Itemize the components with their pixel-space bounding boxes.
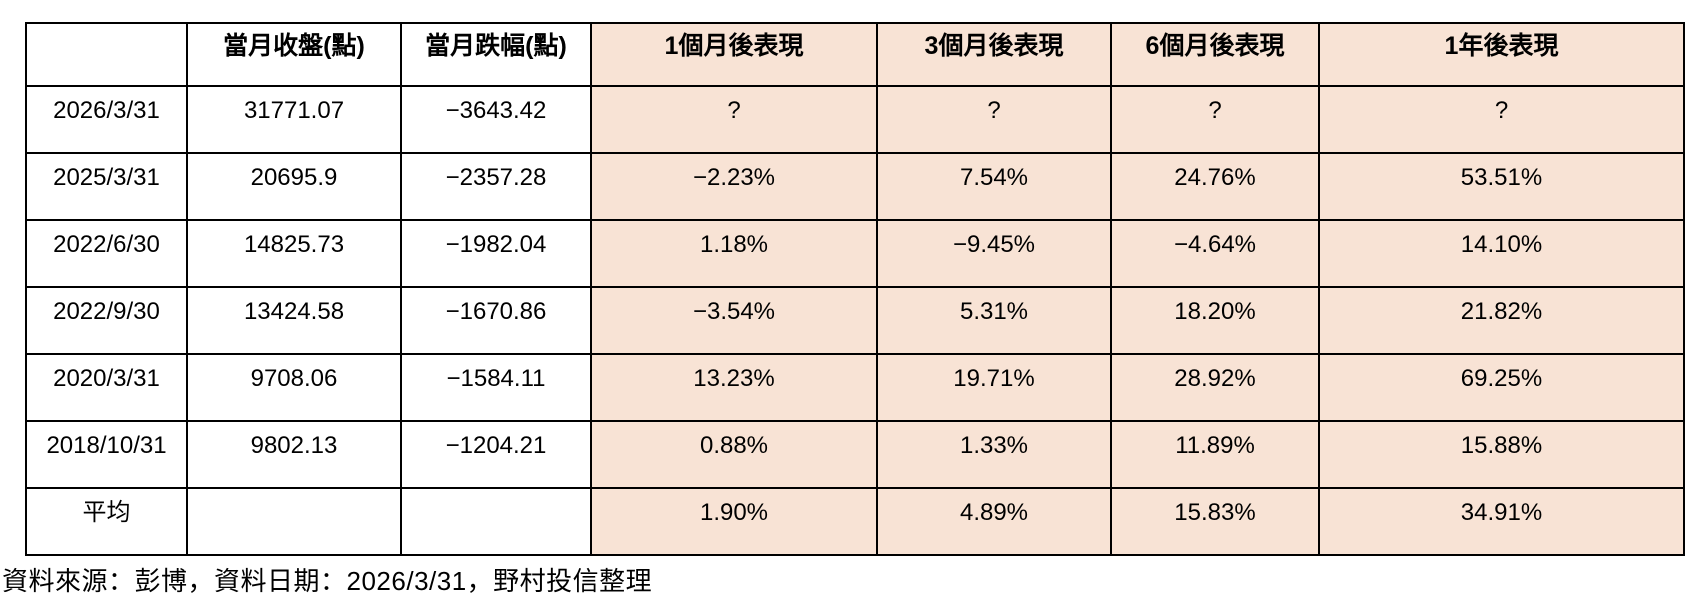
close-cell: 9802.13 — [186, 420, 402, 489]
perf-3m-cell: 4.89% — [876, 487, 1112, 556]
column-header-month-drop: 當月跌幅(點) — [400, 22, 592, 87]
column-header-date — [25, 22, 188, 87]
table-row: 2025/3/31 20695.9 −2357.28 −2.23% 7.54% … — [25, 152, 1685, 221]
perf-3m-cell: ? — [876, 85, 1112, 154]
drop-cell: −1982.04 — [400, 219, 592, 288]
perf-3m-cell: −9.45% — [876, 219, 1112, 288]
close-cell: 13424.58 — [186, 286, 402, 355]
close-cell: 9708.06 — [186, 353, 402, 422]
perf-3m-cell: 19.71% — [876, 353, 1112, 422]
average-row: 平均 1.90% 4.89% 15.83% 34.91% — [25, 487, 1685, 556]
perf-1y-cell: 21.82% — [1318, 286, 1685, 355]
perf-3m-cell: 5.31% — [876, 286, 1112, 355]
perf-6m-cell: 15.83% — [1110, 487, 1320, 556]
perf-1y-cell: 15.88% — [1318, 420, 1685, 489]
perf-1m-cell: −2.23% — [590, 152, 878, 221]
close-cell: 14825.73 — [186, 219, 402, 288]
drop-cell: −2357.28 — [400, 152, 592, 221]
date-cell: 2018/10/31 — [25, 420, 188, 489]
date-cell: 2020/3/31 — [25, 353, 188, 422]
source-note: 資料來源：彭博，資料日期：2026/3/31，野村投信整理 — [2, 566, 653, 596]
close-cell — [186, 487, 402, 556]
header-row: 當月收盤(點) 當月跌幅(點) 1個月後表現 3個月後表現 6個月後表現 1年後… — [25, 22, 1685, 87]
perf-1m-cell: ? — [590, 85, 878, 154]
perf-3m-cell: 7.54% — [876, 152, 1112, 221]
column-header-1y-perf: 1年後表現 — [1318, 22, 1685, 87]
perf-1m-cell: 13.23% — [590, 353, 878, 422]
date-cell: 2026/3/31 — [25, 85, 188, 154]
perf-1m-cell: 0.88% — [590, 420, 878, 489]
perf-6m-cell: ? — [1110, 85, 1320, 154]
perf-1y-cell: ? — [1318, 85, 1685, 154]
drop-cell: −1584.11 — [400, 353, 592, 422]
column-header-1m-perf: 1個月後表現 — [590, 22, 878, 87]
column-header-month-close: 當月收盤(點) — [186, 22, 402, 87]
close-cell: 20695.9 — [186, 152, 402, 221]
perf-3m-cell: 1.33% — [876, 420, 1112, 489]
drop-cell: −1204.21 — [400, 420, 592, 489]
perf-1y-cell: 53.51% — [1318, 152, 1685, 221]
perf-1m-cell: 1.90% — [590, 487, 878, 556]
perf-1y-cell: 14.10% — [1318, 219, 1685, 288]
date-cell: 2025/3/31 — [25, 152, 188, 221]
table-row: 2026/3/31 31771.07 −3643.42 ? ? ? ? — [25, 85, 1685, 154]
perf-1y-cell: 34.91% — [1318, 487, 1685, 556]
date-cell: 2022/6/30 — [25, 219, 188, 288]
perf-6m-cell: 18.20% — [1110, 286, 1320, 355]
drop-cell: −1670.86 — [400, 286, 592, 355]
perf-1y-cell: 69.25% — [1318, 353, 1685, 422]
close-cell: 31771.07 — [186, 85, 402, 154]
perf-6m-cell: 28.92% — [1110, 353, 1320, 422]
table-row: 2022/6/30 14825.73 −1982.04 1.18% −9.45%… — [25, 219, 1685, 288]
column-header-6m-perf: 6個月後表現 — [1110, 22, 1320, 87]
table-row: 2018/10/31 9802.13 −1204.21 0.88% 1.33% … — [25, 420, 1685, 489]
table-row: 2020/3/31 9708.06 −1584.11 13.23% 19.71%… — [25, 353, 1685, 422]
date-cell: 2022/9/30 — [25, 286, 188, 355]
perf-6m-cell: 24.76% — [1110, 152, 1320, 221]
perf-1m-cell: 1.18% — [590, 219, 878, 288]
drawdown-performance-table: 當月收盤(點) 當月跌幅(點) 1個月後表現 3個月後表現 6個月後表現 1年後… — [25, 22, 1685, 556]
table-row: 2022/9/30 13424.58 −1670.86 −3.54% 5.31%… — [25, 286, 1685, 355]
perf-1m-cell: −3.54% — [590, 286, 878, 355]
perf-6m-cell: 11.89% — [1110, 420, 1320, 489]
drop-cell — [400, 487, 592, 556]
column-header-3m-perf: 3個月後表現 — [876, 22, 1112, 87]
drop-cell: −3643.42 — [400, 85, 592, 154]
average-label-cell: 平均 — [25, 487, 188, 556]
perf-6m-cell: −4.64% — [1110, 219, 1320, 288]
